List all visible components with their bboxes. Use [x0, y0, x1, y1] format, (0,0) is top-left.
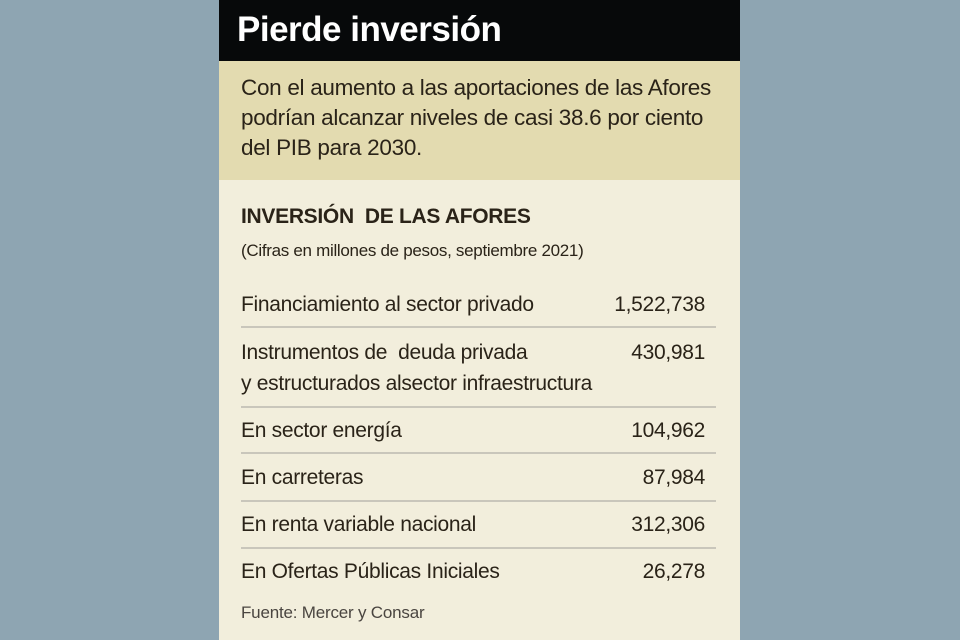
row-divider	[241, 326, 716, 328]
row-value: 26,278	[642, 560, 706, 583]
header-bar: Pierde inversión	[219, 0, 740, 61]
row-value: 430,981	[631, 341, 705, 364]
intro-text: Con el aumento a las aportaciones de las…	[241, 75, 711, 160]
intro-box: Con el aumento a las aportaciones de las…	[219, 61, 740, 180]
source-note: Fuente: Mercer y Consar	[241, 603, 425, 622]
infographic-panel: Pierde inversión Con el aumento a las ap…	[219, 0, 740, 640]
row-label: Instrumentos de deuda privada	[241, 341, 528, 364]
infographic-title: Pierde inversión	[237, 10, 502, 49]
row-value: 1,522,738	[614, 293, 705, 316]
row-divider	[241, 406, 716, 408]
table-row: Instrumentos de deuda privada y estructu…	[241, 337, 716, 399]
row-label: En carreteras	[241, 466, 364, 489]
row-value: 87,984	[642, 466, 706, 489]
row-divider	[241, 500, 716, 502]
row-label: En sector energía	[241, 419, 402, 442]
table-subtitle: (Cifras en millones de pesos, septiembre…	[241, 241, 584, 260]
row-value: 104,962	[631, 419, 705, 442]
row-label: En renta variable nacional	[241, 513, 477, 536]
row-divider	[241, 547, 716, 549]
row-label: En Ofertas Públicas Iniciales	[241, 560, 500, 583]
row-value: 312,306	[631, 513, 705, 536]
row-divider	[241, 452, 716, 454]
row-label: Financiamiento al sector privado	[241, 293, 534, 316]
table-title: INVERSIÓN DE LAS AFORES	[241, 205, 531, 228]
row-label-line2: y estructurados alsector infraestructura	[241, 372, 592, 395]
